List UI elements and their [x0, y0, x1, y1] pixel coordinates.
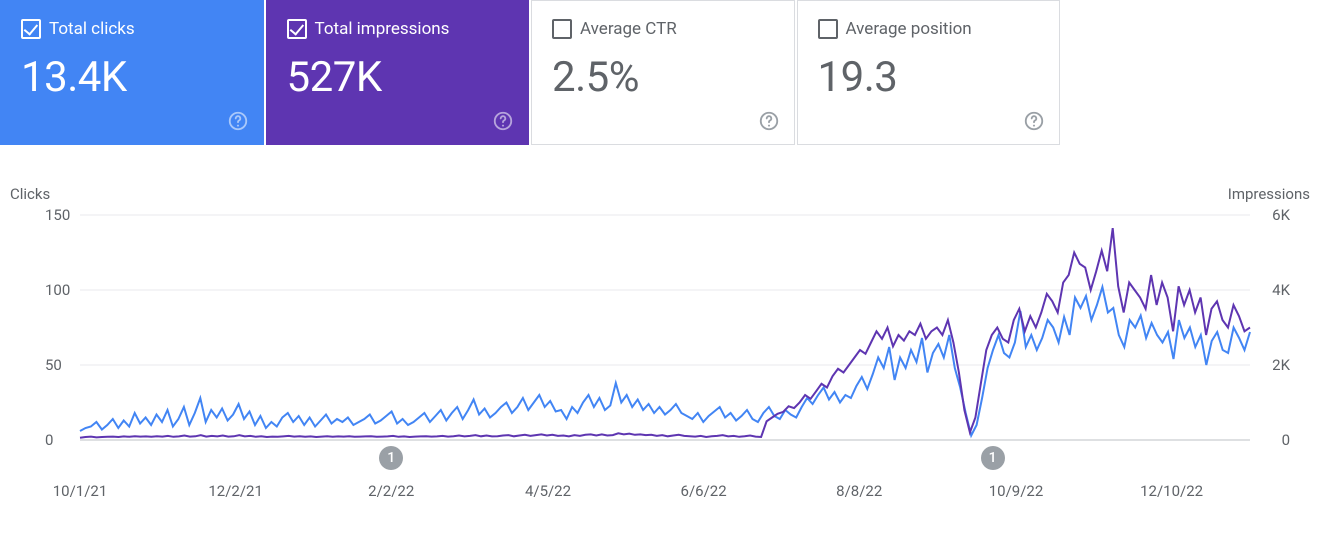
metric-label: Total clicks	[49, 19, 135, 39]
xtick: 12/2/21	[208, 482, 263, 500]
xtick: 4/5/22	[525, 482, 571, 500]
metric-value: 19.3	[818, 53, 1042, 102]
metric-checkbox-impressions[interactable]	[287, 19, 307, 39]
metric-value: 13.4K	[21, 53, 245, 102]
xtick: 8/8/22	[836, 482, 882, 500]
help-icon[interactable]	[227, 110, 249, 132]
event-marker[interactable]: 1	[379, 446, 403, 470]
clicks-line	[80, 287, 1250, 436]
metric-card-impressions[interactable]: Total impressions 527K	[266, 0, 530, 145]
metric-checkbox-clicks[interactable]	[21, 19, 41, 39]
help-icon[interactable]	[1023, 110, 1045, 132]
ytick-left: 100	[45, 281, 70, 299]
performance-chart	[80, 215, 1250, 440]
help-icon[interactable]	[758, 110, 780, 132]
metric-checkbox-ctr[interactable]	[552, 19, 572, 39]
impressions-line	[80, 228, 1250, 438]
metric-value: 2.5%	[552, 53, 776, 102]
ytick-right: 4K	[1272, 281, 1290, 299]
ytick-left: 0	[45, 431, 53, 449]
right-axis-title: Impressions	[1228, 185, 1310, 203]
ytick-left: 50	[45, 356, 62, 374]
ytick-left: 150	[45, 206, 70, 224]
metric-label: Average position	[846, 19, 972, 39]
metric-card-clicks[interactable]: Total clicks 13.4K	[0, 0, 264, 145]
xtick: 10/1/21	[53, 482, 108, 500]
metric-label: Average CTR	[580, 19, 677, 39]
metric-label: Total impressions	[315, 19, 450, 39]
ytick-right: 0	[1282, 431, 1290, 449]
metric-value: 527K	[287, 53, 511, 102]
metric-checkbox-position[interactable]	[818, 19, 838, 39]
left-axis-title: Clicks	[10, 185, 50, 203]
event-marker[interactable]: 1	[981, 446, 1005, 470]
help-icon[interactable]	[492, 110, 514, 132]
xtick: 6/6/22	[681, 482, 727, 500]
xtick: 12/10/22	[1140, 482, 1203, 500]
metric-card-position[interactable]: Average position 19.3	[797, 0, 1061, 145]
ytick-right: 6K	[1272, 206, 1290, 224]
ytick-right: 2K	[1272, 356, 1290, 374]
metric-card-ctr[interactable]: Average CTR 2.5%	[531, 0, 795, 145]
xtick: 2/2/22	[368, 482, 414, 500]
xtick: 10/9/22	[989, 482, 1044, 500]
